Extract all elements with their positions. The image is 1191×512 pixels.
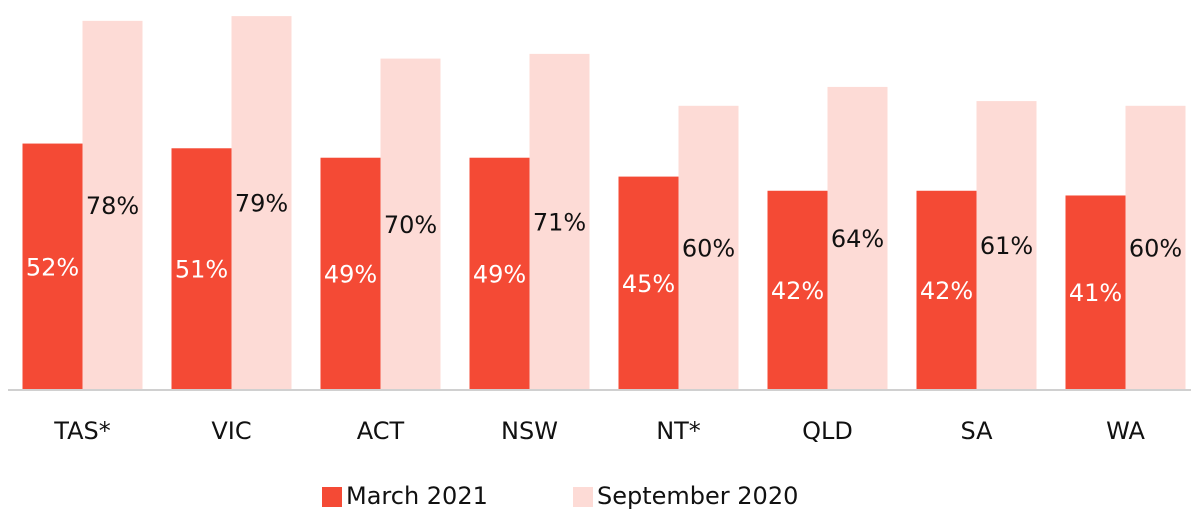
bar bbox=[82, 20, 143, 390]
value-label: 78% bbox=[86, 192, 139, 220]
bar bbox=[380, 58, 441, 389]
x-tick-label: NT* bbox=[656, 417, 701, 445]
value-label: 61% bbox=[980, 232, 1033, 260]
x-tick-label: TAS* bbox=[53, 417, 110, 445]
value-label: 79% bbox=[235, 190, 288, 218]
x-tick-label: QLD bbox=[802, 417, 853, 445]
bar bbox=[469, 157, 530, 389]
x-tick-label: ACT bbox=[357, 417, 405, 445]
bar bbox=[916, 190, 977, 389]
x-tick-label: NSW bbox=[501, 417, 558, 445]
bar bbox=[976, 101, 1037, 389]
value-label: 49% bbox=[324, 260, 377, 288]
x-tick-label: WA bbox=[1106, 417, 1145, 445]
legend-swatch bbox=[322, 487, 342, 507]
bar bbox=[231, 16, 292, 390]
bar bbox=[767, 190, 828, 389]
legend-label: March 2021 bbox=[346, 482, 488, 510]
bar bbox=[1065, 195, 1126, 389]
value-label: 45% bbox=[622, 270, 675, 298]
value-label: 70% bbox=[384, 211, 437, 239]
bar bbox=[618, 176, 679, 389]
bar bbox=[171, 148, 232, 389]
value-label: 60% bbox=[682, 234, 735, 262]
bar bbox=[320, 157, 381, 389]
bar bbox=[1125, 105, 1186, 390]
bar bbox=[529, 53, 590, 389]
legend-label: September 2020 bbox=[597, 482, 798, 510]
value-label: 42% bbox=[920, 277, 973, 305]
value-label: 42% bbox=[771, 277, 824, 305]
value-label: 60% bbox=[1129, 234, 1182, 262]
legend-swatch bbox=[573, 487, 593, 507]
bar bbox=[22, 143, 83, 389]
value-label: 64% bbox=[831, 225, 884, 253]
bar bbox=[678, 105, 739, 390]
bar bbox=[827, 86, 888, 390]
value-label: 41% bbox=[1069, 279, 1122, 307]
value-label: 51% bbox=[175, 256, 228, 284]
x-tick-label: SA bbox=[960, 417, 993, 445]
x-tick-label: VIC bbox=[211, 417, 251, 445]
value-label: 52% bbox=[26, 253, 79, 281]
value-label: 71% bbox=[533, 208, 586, 236]
value-label: 49% bbox=[473, 260, 526, 288]
